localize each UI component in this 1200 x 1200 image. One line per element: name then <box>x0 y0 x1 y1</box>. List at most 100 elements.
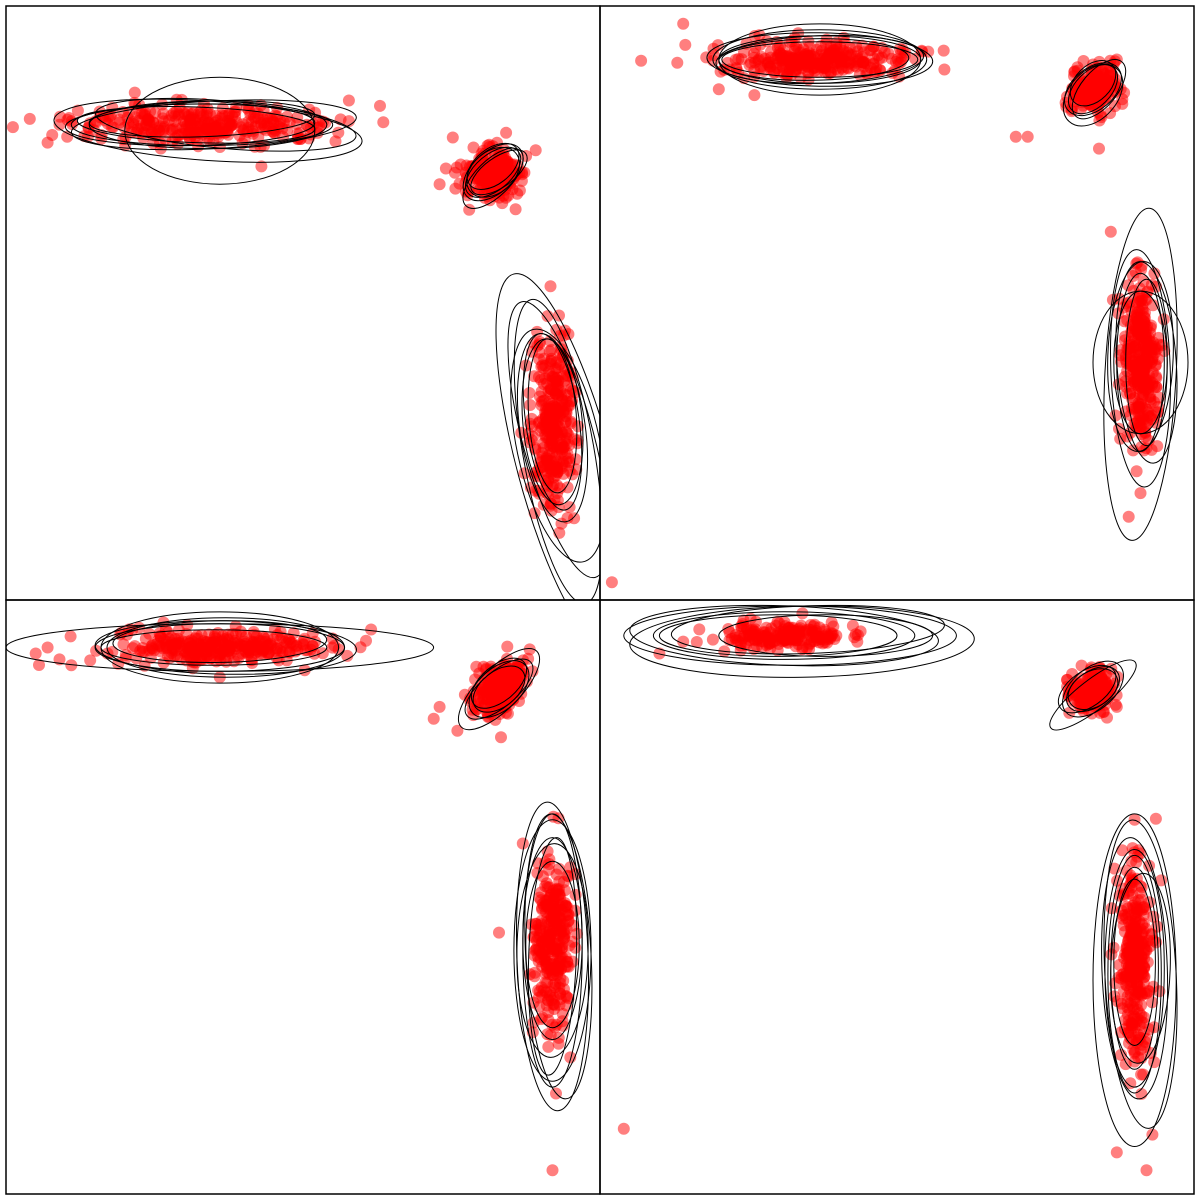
data-point <box>1125 922 1138 935</box>
data-point <box>551 465 564 478</box>
data-point <box>820 33 833 46</box>
data-point <box>1149 341 1162 354</box>
data-point <box>139 107 152 119</box>
data-point <box>690 636 703 648</box>
data-point <box>493 695 506 708</box>
data-point <box>1148 1056 1161 1069</box>
data-point <box>1092 676 1105 689</box>
data-point <box>64 630 77 643</box>
data-point <box>796 641 809 654</box>
data-point <box>536 936 548 949</box>
data-point <box>937 44 950 57</box>
data-point <box>503 170 516 183</box>
outlier-point <box>41 136 54 149</box>
data-point <box>1123 884 1136 897</box>
data-point <box>1126 899 1139 912</box>
data-point <box>377 116 390 129</box>
data-point <box>132 123 144 135</box>
data-point <box>746 626 759 639</box>
data-point <box>1131 938 1144 951</box>
data-point <box>1139 380 1152 393</box>
outlier-point <box>516 837 529 850</box>
data-point <box>316 647 329 660</box>
data-point <box>1147 910 1160 923</box>
data-point <box>498 676 511 689</box>
outlier-point <box>1093 142 1105 155</box>
data-point <box>137 131 150 144</box>
data-point <box>513 184 526 197</box>
data-point <box>1082 93 1095 106</box>
panel-4-frame <box>599 599 1195 1195</box>
data-point <box>365 623 378 636</box>
data-point <box>463 203 476 216</box>
data-point <box>271 629 284 641</box>
data-point <box>178 645 191 658</box>
data-point <box>760 621 773 634</box>
data-point <box>1115 972 1128 985</box>
data-point <box>774 39 786 52</box>
data-point <box>529 144 542 157</box>
panel-3-plot-area <box>6 611 593 1177</box>
data-point <box>547 943 560 956</box>
data-point <box>478 681 491 694</box>
data-point <box>1129 312 1142 325</box>
data-point <box>1116 844 1129 857</box>
covariance-ellipse <box>470 657 528 709</box>
data-point <box>84 654 97 667</box>
data-point <box>496 197 509 210</box>
outlier-point <box>433 700 446 713</box>
covariance-ellipse <box>106 617 346 678</box>
covariance-ellipse <box>718 23 922 96</box>
data-point <box>189 120 202 133</box>
data-point <box>509 203 522 216</box>
panel-3 <box>5 599 601 1195</box>
data-point <box>169 115 181 128</box>
data-point <box>61 130 74 143</box>
data-point <box>1088 80 1101 93</box>
covariance-ellipse <box>525 860 580 1029</box>
outlier-point <box>1021 130 1034 143</box>
data-point <box>508 158 521 171</box>
data-point <box>569 453 582 466</box>
data-point <box>494 149 507 161</box>
outlier-point <box>605 576 618 589</box>
data-point <box>1095 88 1108 101</box>
data-point <box>214 648 227 661</box>
data-point <box>469 673 482 686</box>
covariance-ellipse <box>466 146 520 198</box>
data-point <box>532 417 545 429</box>
data-point <box>286 638 299 651</box>
covariance-ellipse <box>495 273 600 600</box>
data-point <box>534 461 547 474</box>
data-point <box>313 121 326 134</box>
data-point <box>540 956 553 969</box>
data-point <box>65 115 78 128</box>
data-point <box>1138 987 1151 1000</box>
data-point <box>1133 1007 1146 1020</box>
covariance-ellipse <box>472 665 526 713</box>
data-point <box>566 935 579 948</box>
data-point <box>749 615 762 628</box>
outlier-point <box>1009 130 1022 143</box>
data-point <box>500 126 513 139</box>
covariance-ellipse <box>507 301 600 579</box>
covariance-ellipse <box>1069 60 1117 107</box>
data-point <box>374 99 386 112</box>
data-point <box>511 676 524 689</box>
covariance-ellipse <box>470 149 528 196</box>
data-point <box>554 384 567 397</box>
data-point <box>938 63 951 76</box>
data-point <box>90 116 103 129</box>
data-point <box>246 125 259 138</box>
data-point <box>302 120 315 133</box>
data-point <box>249 640 262 652</box>
covariance-ellipse <box>1104 849 1165 1088</box>
data-point <box>729 631 742 644</box>
outlier-point <box>1134 487 1147 500</box>
data-point <box>555 426 568 439</box>
data-point <box>128 640 141 653</box>
data-point <box>700 51 713 64</box>
data-point <box>545 343 558 356</box>
data-point <box>535 360 548 373</box>
